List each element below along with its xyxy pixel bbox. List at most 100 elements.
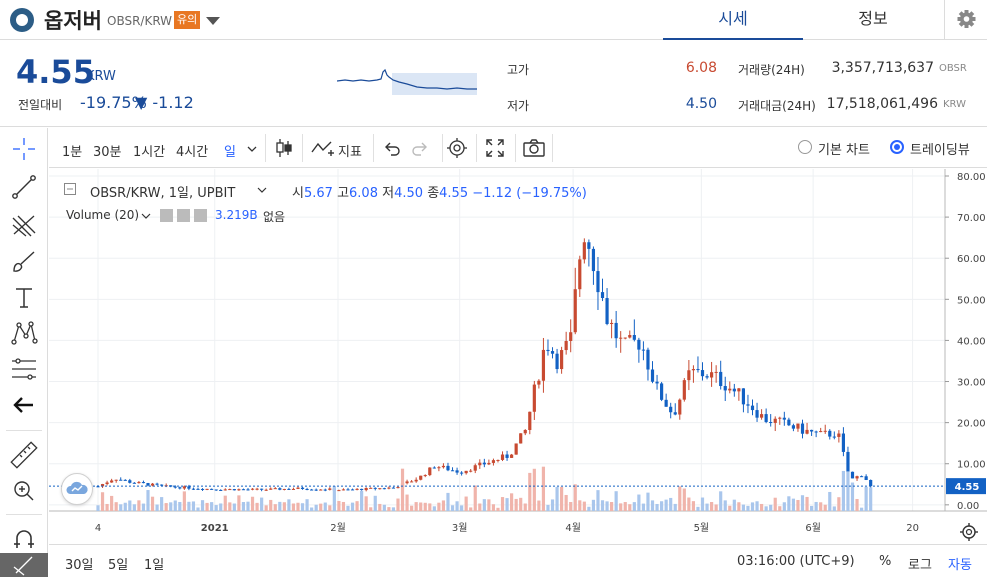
- crosshair-icon[interactable]: [0, 132, 48, 166]
- trading-view-label[interactable]: 트레이딩뷰: [910, 143, 970, 158]
- volume-bar: [855, 498, 859, 511]
- range-5d[interactable]: 5일: [108, 558, 129, 573]
- volume-bar: [796, 499, 800, 511]
- volume-bar: [741, 504, 746, 511]
- candle-body: [96, 486, 100, 488]
- basic-chart-radio[interactable]: [798, 140, 812, 154]
- range-1d[interactable]: 1일: [144, 558, 165, 573]
- volume-bar: [400, 468, 405, 511]
- axis-settings-icon[interactable]: [960, 523, 978, 541]
- magnet-icon[interactable]: [0, 522, 48, 556]
- fullscreen-icon[interactable]: [482, 136, 508, 160]
- auto-toggle[interactable]: 자동: [948, 558, 972, 573]
- candle-body: [864, 476, 868, 480]
- redo-icon[interactable]: [407, 136, 433, 160]
- interval-day[interactable]: 일: [224, 145, 236, 160]
- log-toggle[interactable]: 로그: [908, 558, 932, 573]
- volume-bar: [755, 501, 759, 511]
- interval-30min[interactable]: 30분: [93, 145, 122, 160]
- chevron-down-icon[interactable]: [246, 144, 258, 154]
- eye-icon[interactable]: [160, 209, 173, 222]
- candle-body: [160, 484, 164, 486]
- range-30d[interactable]: 30일: [65, 558, 94, 573]
- pitchfork-icon[interactable]: [0, 208, 48, 242]
- undo-icon[interactable]: [379, 136, 405, 160]
- collapse-legend-icon[interactable]: [64, 183, 76, 195]
- cloud-save-button[interactable]: [61, 473, 93, 505]
- y-tick-label: 50.00: [957, 295, 986, 306]
- volume-bar: [123, 502, 127, 511]
- text-tool-icon[interactable]: [0, 280, 48, 314]
- candle-body: [410, 481, 414, 483]
- volume-bar: [450, 505, 455, 511]
- candle-body: [360, 488, 364, 491]
- fib-retracement-icon[interactable]: [0, 352, 48, 386]
- volume-bar: [800, 495, 805, 511]
- candle-body: [728, 388, 732, 391]
- candle-body: [373, 487, 377, 489]
- low-value: 4.50: [394, 186, 424, 201]
- candle-body: [423, 475, 427, 477]
- chevron-down-icon[interactable]: [141, 212, 151, 220]
- candle-body: [205, 488, 209, 490]
- gear-icon[interactable]: [177, 209, 190, 222]
- volume-bar: [846, 471, 850, 511]
- back-arrow-icon[interactable]: [0, 388, 48, 422]
- candle-body: [605, 298, 609, 325]
- interval-1hour[interactable]: 1시간: [133, 145, 166, 160]
- volume-bar: [350, 502, 355, 511]
- hide-drawings-icon[interactable]: [0, 553, 48, 577]
- volume-bar: [228, 502, 232, 511]
- candle-body: [764, 414, 768, 423]
- candle-body: [714, 371, 718, 373]
- interval-4hour[interactable]: 4시간: [176, 145, 209, 160]
- volume-bar: [223, 495, 227, 511]
- tab-info[interactable]: 정보: [858, 9, 888, 28]
- x-tick-label: 6월: [805, 522, 821, 534]
- candle-body: [155, 483, 159, 485]
- volume-bar: [569, 502, 573, 511]
- candle-body: [223, 489, 227, 491]
- indicator-icon[interactable]: [309, 136, 335, 160]
- close-icon[interactable]: [194, 209, 207, 222]
- legend-symbol[interactable]: OBSR/KRW, 1일, UPBIT: [90, 186, 236, 201]
- chart-toolbar: 1분 30분 1시간 4시간 일 지표 기본 차트 트레이딩뷰: [49, 128, 987, 168]
- candle-body: [132, 482, 136, 484]
- coin-pair: OBSR/KRW: [107, 14, 173, 28]
- candle-body: [110, 480, 114, 483]
- percent-toggle[interactable]: %: [879, 554, 892, 569]
- brush-icon[interactable]: [0, 244, 48, 278]
- candle-body: [582, 242, 586, 260]
- interval-1min[interactable]: 1분: [62, 145, 83, 160]
- zoom-in-icon[interactable]: [0, 474, 48, 508]
- candle-body: [650, 369, 655, 382]
- volume-bar: [660, 501, 664, 511]
- basic-chart-label[interactable]: 기본 차트: [818, 143, 870, 158]
- chart-settings-icon[interactable]: [444, 136, 470, 160]
- volume-bar: [850, 482, 855, 511]
- volume-bar: [455, 501, 459, 511]
- candle-style-icon[interactable]: [271, 136, 297, 160]
- chevron-down-icon[interactable]: [257, 186, 267, 194]
- settings-button[interactable]: [944, 0, 987, 40]
- tab-quote[interactable]: 시세: [663, 0, 803, 40]
- candle-body: [532, 384, 536, 412]
- indicator-button[interactable]: 지표: [338, 145, 362, 160]
- candle-body: [337, 490, 341, 492]
- coin-select-caret-icon[interactable]: [206, 17, 220, 25]
- candle-body: [255, 488, 259, 490]
- camera-icon[interactable]: [521, 136, 547, 160]
- candle-body: [428, 467, 432, 476]
- pattern-icon[interactable]: [0, 316, 48, 350]
- trading-view-radio[interactable]: [890, 140, 904, 154]
- volume-bar: [114, 502, 118, 511]
- candle-body: [287, 488, 291, 490]
- volume-legend-label[interactable]: Volume (20): [66, 208, 140, 222]
- volume-bar: [146, 490, 150, 511]
- price-chart[interactable]: 80.0070.0060.0050.0040.0030.0020.0010.00…: [49, 169, 987, 544]
- ruler-icon[interactable]: [0, 438, 48, 472]
- trend-line-icon[interactable]: [0, 170, 48, 204]
- candle-body: [219, 489, 223, 491]
- volume-bar: [391, 507, 396, 511]
- candle-body: [537, 380, 541, 385]
